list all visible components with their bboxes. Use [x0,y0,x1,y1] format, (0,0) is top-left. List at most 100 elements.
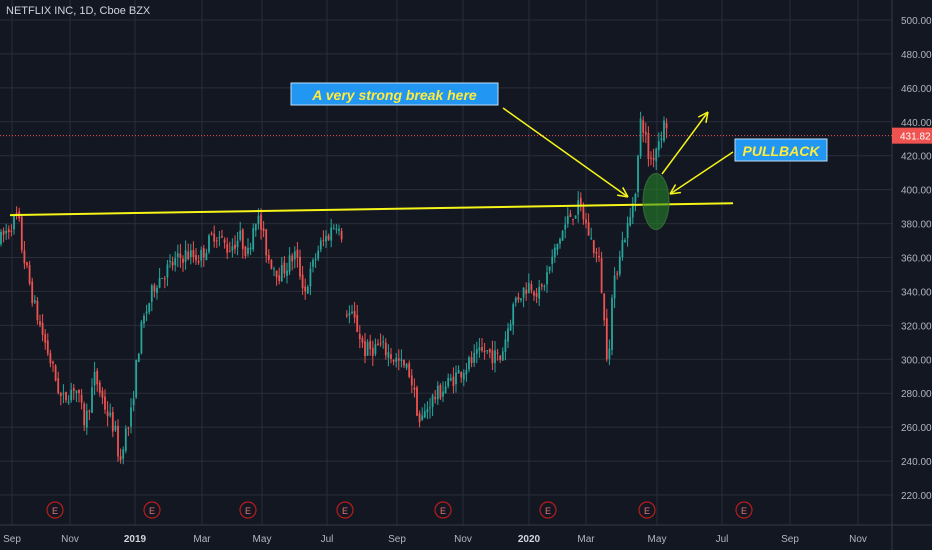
candle-body [148,303,151,313]
continuation-arrow [661,111,709,175]
candle-body [145,311,148,314]
candle-body [150,285,153,302]
candle-body [187,251,190,260]
candle-body [83,403,86,426]
candle-body [569,213,572,217]
candle-body [572,219,574,221]
candle-body [564,224,567,230]
candle-body [244,246,247,257]
earnings-marker-label: E [245,506,251,516]
candle-body [520,298,522,301]
candle-body [332,228,335,230]
pullback-arrow-head [669,184,677,195]
candle-body [54,365,57,381]
candle-body [36,300,39,321]
candle-body [351,311,353,314]
candle-body [629,217,632,226]
candle-body [283,262,286,274]
candle-body [577,200,580,215]
candle-body [400,359,403,361]
candle-body [273,268,275,270]
candle-body [426,409,429,413]
x-tick-label: 2019 [124,534,147,545]
candle-body [46,340,49,354]
candle-body [353,311,356,318]
candle-body [639,118,642,157]
candle-body [124,428,127,451]
earnings-marker-label: E [52,506,58,516]
candle-body [169,260,171,263]
candle-body [119,456,122,461]
candle-body [366,342,369,356]
candle-body [663,120,665,141]
candle-body [226,243,229,253]
candle-body [109,412,112,416]
candle-body [439,384,442,399]
candle-body [23,250,26,264]
candle-body [75,390,78,393]
x-tick-label: Nov [849,534,867,545]
candle-body [111,412,114,432]
candle-body [369,341,372,349]
candle-body [213,233,216,242]
candle-body [106,411,109,417]
pullback-zone [642,173,670,231]
candle-body [80,394,83,403]
candle-body [605,318,608,360]
candle-body [470,357,473,364]
candle-body [403,359,405,366]
candle-body [634,193,637,203]
candle-body [319,240,322,250]
candle-body [540,284,543,287]
candle-body [327,235,330,240]
candle-body [410,375,413,386]
candle-body [140,321,143,354]
earnings-marker-label: E [440,506,446,516]
x-tick-label: Mar [577,534,595,545]
candle-body [538,286,541,299]
candle-body [70,389,73,401]
candle-body [483,350,486,353]
symbol-title: NETFLIX INC, 1D, Cboe BZX [6,5,151,17]
candle-body [78,389,80,394]
candle-body [566,215,569,224]
earnings-marker [336,501,354,519]
candle-body [514,298,517,303]
y-tick-label: 280.00 [901,389,932,400]
candle-body [184,250,187,262]
earnings-marker [46,501,64,519]
candle-body [473,352,476,363]
candle-body [5,230,8,234]
candle-body [104,396,106,410]
last-price-label: 431.82 [900,132,931,143]
candle-body [192,250,195,257]
candle-body [132,398,135,406]
candle-body [371,347,374,356]
candle-body [408,363,411,377]
candle-body [652,157,655,160]
candle-body [267,254,270,260]
candle-body [460,371,463,378]
candle-body [208,235,210,252]
y-tick-label: 500.00 [901,16,932,27]
candle-body [85,410,88,428]
pullback-arrow-head [669,191,681,195]
candle-body [153,285,156,292]
candle-body [31,281,34,304]
candle-body [236,240,239,248]
candle-body [449,378,452,381]
earnings-marker [638,501,656,519]
candle-body [275,270,278,278]
break-arrow-head [617,194,629,198]
candle-body [317,250,320,259]
x-tick-label: Nov [61,534,79,545]
candle-body [660,138,663,141]
candle-body [603,293,606,321]
break-arrow [502,107,629,198]
candle-body [348,313,351,316]
candle-body [98,382,101,393]
x-tick-label: May [253,534,272,545]
candle-body [447,377,450,387]
earnings-marker-label: E [644,506,650,516]
y-tick-label: 340.00 [901,287,932,298]
